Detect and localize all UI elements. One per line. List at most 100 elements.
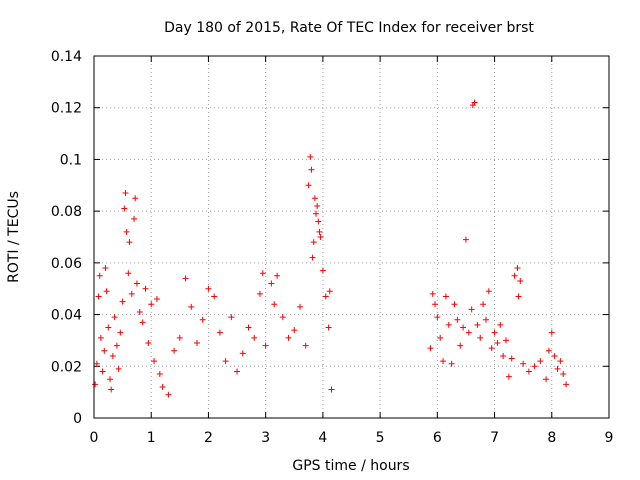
data-point <box>454 316 461 323</box>
data-point <box>537 358 544 365</box>
data-point <box>551 352 558 359</box>
x-tick-label: 5 <box>376 430 385 446</box>
data-point <box>482 316 489 323</box>
data-point <box>503 337 509 344</box>
data-point <box>136 308 143 315</box>
data-point <box>274 272 281 279</box>
data-point <box>445 321 452 328</box>
data-point <box>259 270 266 277</box>
data-point <box>310 239 317 246</box>
data-point <box>99 368 106 375</box>
x-tick-labels: 0 1 2 3 4 5 6 7 8 9 <box>90 430 614 446</box>
data-point <box>126 239 133 246</box>
data-point <box>113 342 120 349</box>
data-point <box>279 314 286 321</box>
data-point <box>460 324 467 331</box>
data-point <box>317 234 324 240</box>
data-point <box>560 371 567 378</box>
data-point <box>119 298 126 305</box>
data-point <box>468 306 475 313</box>
data-point <box>145 340 152 347</box>
data-point <box>108 386 115 393</box>
data-point <box>291 327 298 334</box>
data-point <box>297 303 303 310</box>
axis-ticks <box>93 55 610 419</box>
x-tick-label: 7 <box>490 430 499 446</box>
data-point <box>500 352 507 359</box>
x-tick-label: 2 <box>204 430 213 446</box>
data-point <box>437 334 444 341</box>
data-point <box>328 386 335 393</box>
data-point <box>315 218 322 225</box>
y-tick-label: 0.08 <box>51 204 82 220</box>
data-point <box>132 195 139 202</box>
data-point <box>139 319 146 326</box>
data-point <box>508 355 515 362</box>
data-point <box>123 228 130 235</box>
data-point <box>434 314 441 321</box>
data-point <box>488 345 495 352</box>
data-point <box>92 381 99 388</box>
x-tick-label: 8 <box>547 430 556 446</box>
data-point <box>442 293 449 300</box>
data-point <box>517 277 524 284</box>
data-point <box>543 376 550 383</box>
data-point <box>307 153 314 160</box>
data-point <box>525 368 532 375</box>
y-tick-label: 0.02 <box>51 359 82 375</box>
data-point <box>105 324 112 331</box>
plot-frame <box>93 55 610 419</box>
y-tick-label: 0.1 <box>60 152 82 168</box>
data-point <box>563 381 570 388</box>
data-point <box>97 334 104 341</box>
data-point <box>165 391 172 398</box>
data-point <box>205 285 212 292</box>
data-point <box>429 290 436 297</box>
chart-title: Day 180 of 2015, Rate Of TEC Index for r… <box>164 20 534 36</box>
data-point <box>319 267 326 274</box>
data-point <box>326 288 333 295</box>
data-point <box>101 347 108 354</box>
data-point <box>148 301 155 308</box>
data-point <box>103 288 110 295</box>
data-point <box>432 301 439 308</box>
data-point <box>491 329 498 336</box>
data-point <box>176 334 183 341</box>
data-point <box>313 210 320 217</box>
data-point <box>325 324 332 331</box>
data-point <box>285 334 292 341</box>
y-axis-label: ROTI / TECUs <box>6 191 22 283</box>
data-point <box>545 347 552 354</box>
data-point <box>96 272 103 279</box>
data-point <box>511 272 518 279</box>
grid <box>94 56 609 418</box>
data-point <box>115 365 122 372</box>
data-point <box>111 314 118 321</box>
data-point <box>159 383 166 390</box>
data-point <box>109 352 116 359</box>
data-point <box>520 360 527 367</box>
data-point <box>471 99 478 106</box>
data-point <box>102 265 109 272</box>
data-point <box>268 280 275 287</box>
data-point <box>462 236 469 243</box>
data-point <box>222 358 229 365</box>
data-point <box>271 301 278 308</box>
data-point <box>308 166 315 173</box>
data-point <box>142 285 149 292</box>
data-point <box>514 265 521 272</box>
data-point <box>305 182 312 189</box>
data-point <box>322 293 329 300</box>
data-point <box>497 321 504 328</box>
data-point <box>245 324 252 331</box>
data-point <box>239 350 246 357</box>
data-point <box>457 342 464 349</box>
data-point <box>182 275 189 282</box>
data-point <box>188 303 195 310</box>
data-point <box>131 215 138 222</box>
data-point <box>122 190 129 197</box>
y-tick-labels: 0 0.02 0.04 0.06 0.08 0.1 0.12 0.14 <box>51 49 82 427</box>
data-point <box>427 345 434 352</box>
y-tick-label: 0.06 <box>51 256 82 272</box>
